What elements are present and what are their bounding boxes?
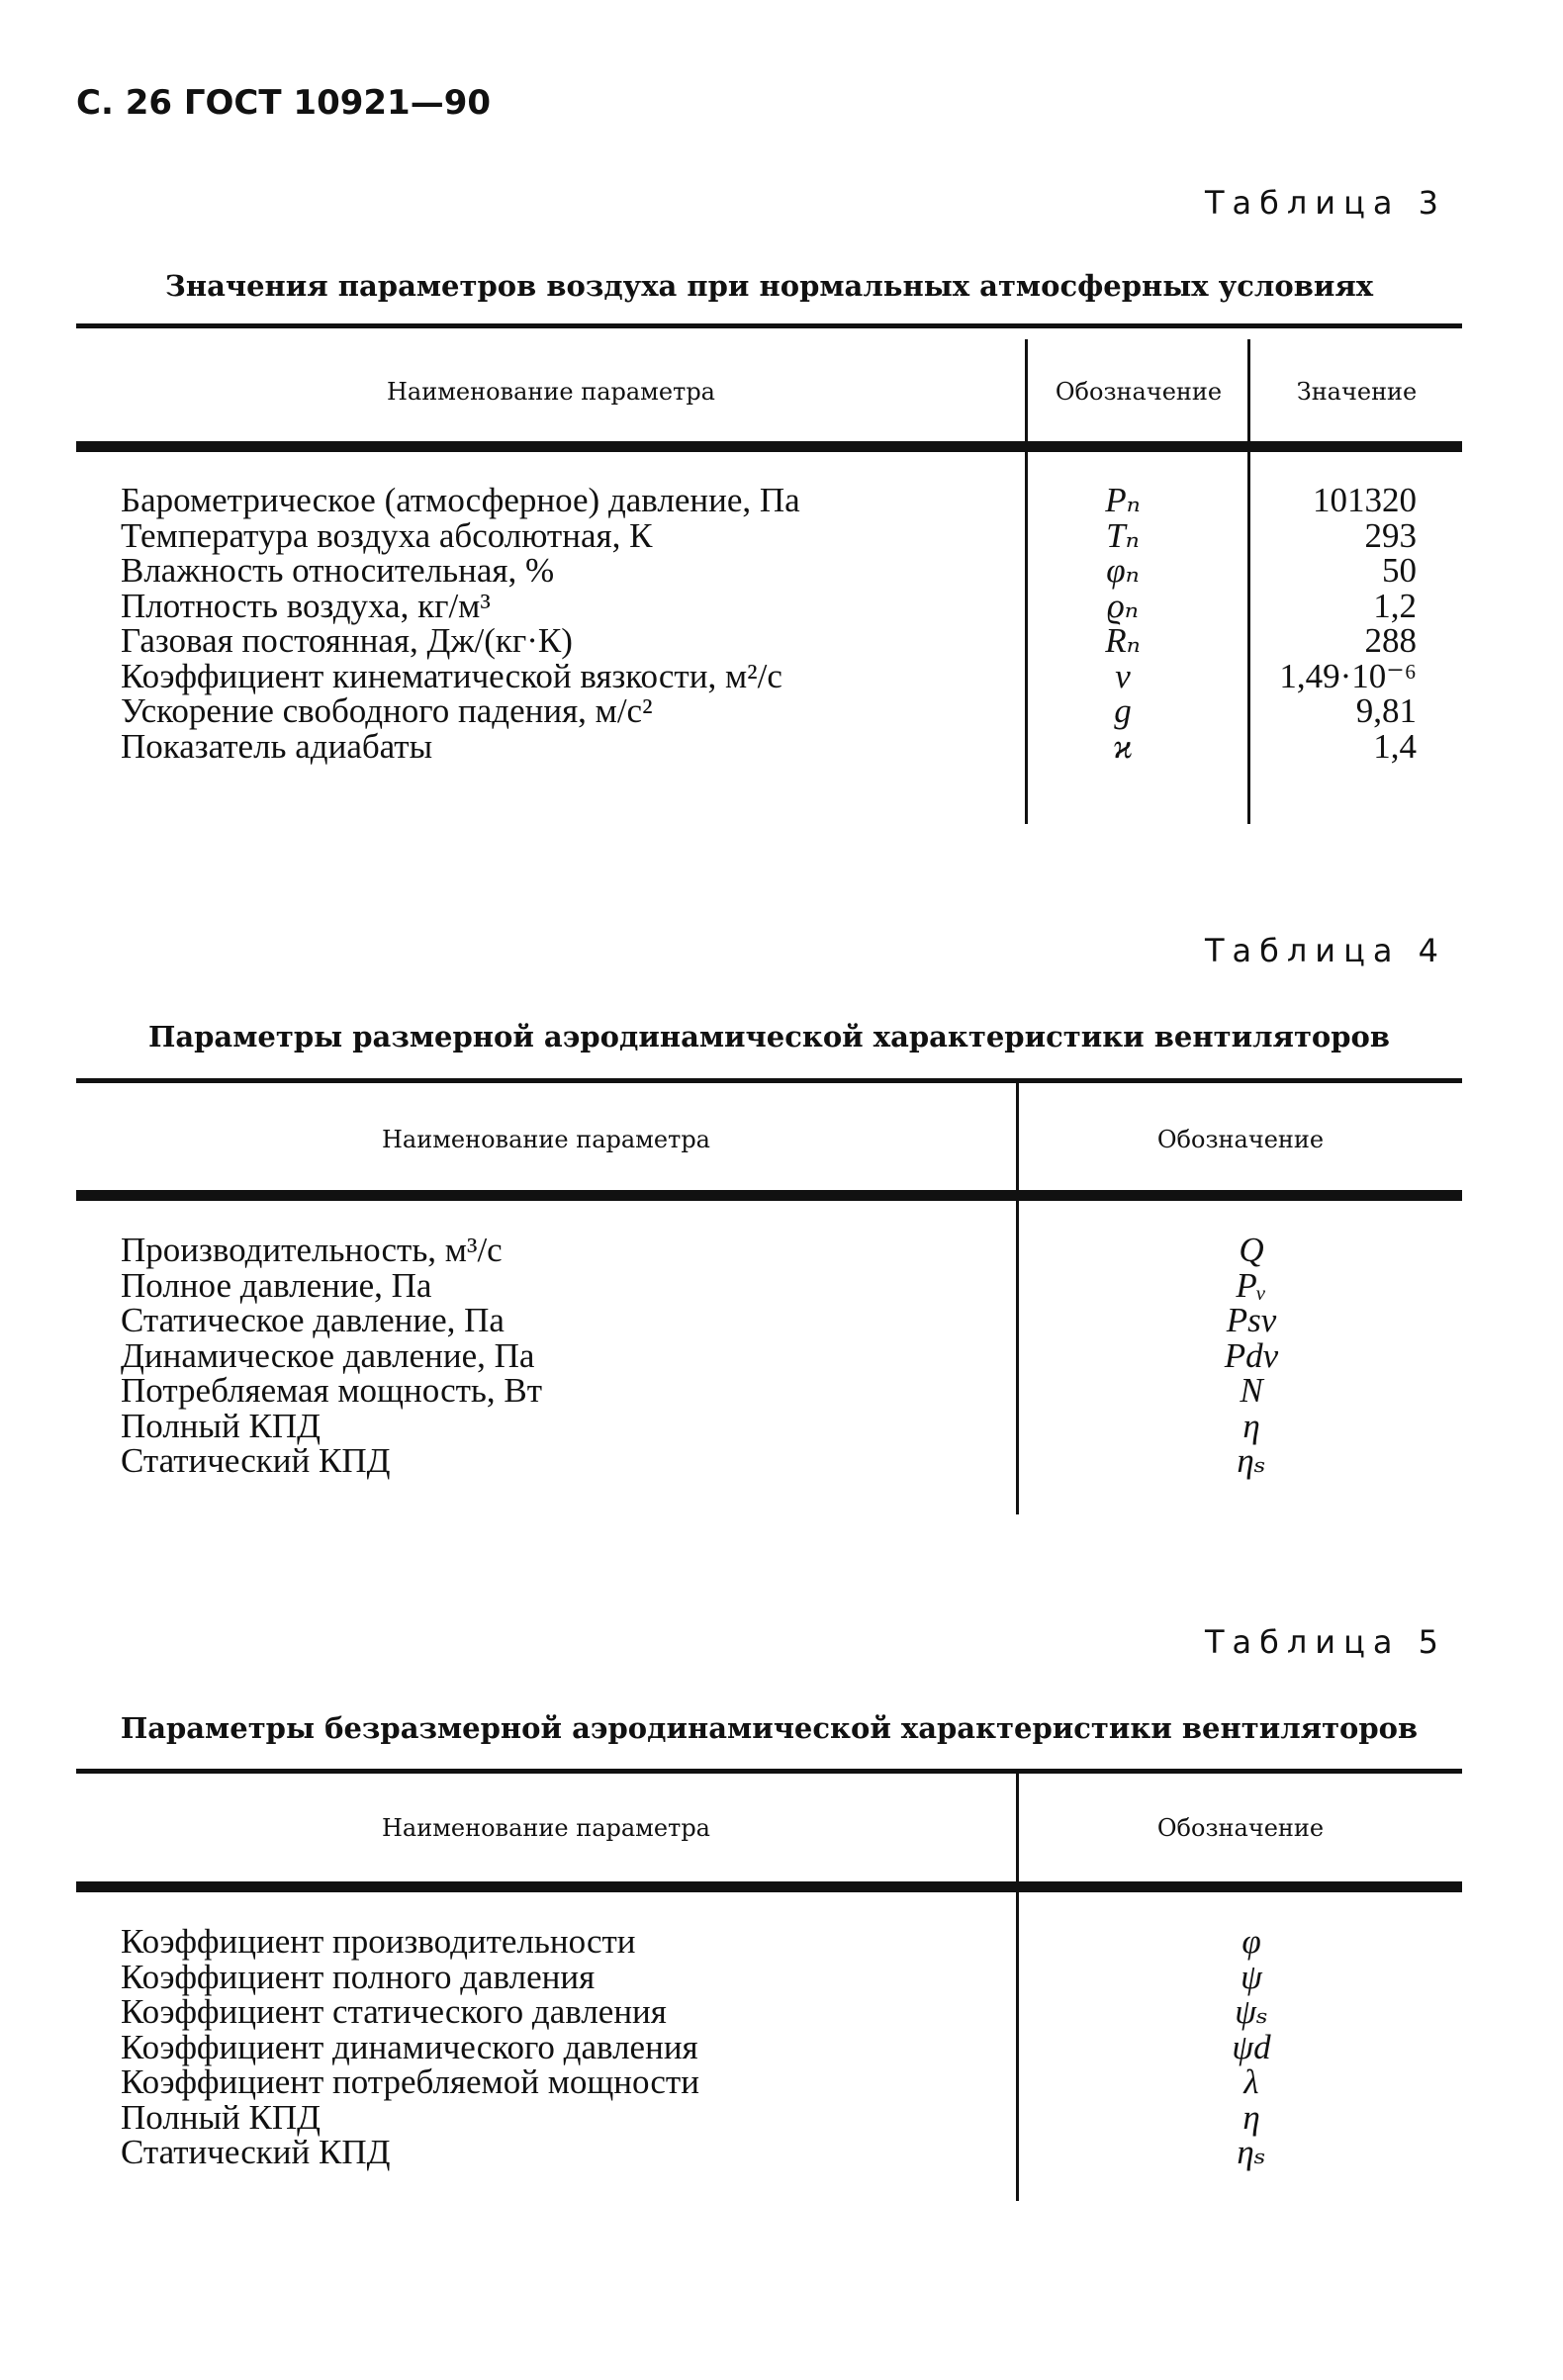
table4-divider: [1016, 1082, 1019, 1514]
row-value: 1,2: [1373, 586, 1417, 625]
row-name: Динамическое давление, Па: [121, 1335, 535, 1375]
row-symbol: N: [1240, 1371, 1263, 1410]
row-name: Коэффициент кинематической вязкости, м²/…: [121, 656, 782, 695]
row-name: Коэффициент полного давления: [121, 1957, 596, 1996]
row-symbol: ϰ: [1113, 726, 1133, 766]
table4-label: Таблица 4: [1204, 932, 1446, 969]
row-symbol: Rₙ: [1105, 621, 1141, 660]
table5-header-symbol: Обозначение: [1156, 1814, 1325, 1842]
row-symbol: φₙ: [1106, 551, 1140, 590]
row-name: Влажность относительная, %: [121, 551, 555, 590]
row-symbol: Pₙ: [1105, 481, 1141, 519]
row-name: Полное давление, Па: [121, 1265, 432, 1305]
row-name: Статический КПД: [121, 2133, 391, 2171]
table4-header-symbol: Обозначение: [1156, 1126, 1325, 1153]
row-name: Полный КПД: [121, 2097, 322, 2137]
row-symbol: ψd: [1232, 2027, 1271, 2066]
row-symbol: ηₛ: [1237, 2133, 1266, 2171]
row-name: Потребляемая мощность, Вт: [121, 1371, 543, 1410]
row-name: Коэффициент динамического давления: [121, 2027, 698, 2066]
row-name: Барометрическое (атмосферное) давление, …: [121, 481, 800, 519]
row-value: 1,49·10⁻⁶: [1279, 656, 1417, 695]
table3-header-rule: [76, 441, 1462, 447]
table3-header-name: Наименование параметра: [387, 378, 715, 406]
row-symbol: ν: [1115, 656, 1131, 695]
row-symbol: Pᵥ: [1236, 1265, 1267, 1305]
row-symbol: φ: [1241, 1922, 1261, 1961]
table5-divider: [1016, 1773, 1019, 2201]
row-name: Показатель адиабаты: [121, 726, 433, 766]
row-value: 288: [1364, 621, 1418, 660]
row-name: Статическое давление, Па: [121, 1301, 505, 1339]
table5-header-name: Наименование параметра: [382, 1814, 710, 1842]
row-symbol: Psv: [1226, 1301, 1277, 1339]
table4-title: Параметры размерной аэродинамической хар…: [147, 1020, 1391, 1053]
table3-title: Значения параметров воздуха при нормальн…: [164, 269, 1374, 303]
table3-header-symbol: Обозначение: [1055, 378, 1223, 406]
row-symbol: λ: [1243, 2062, 1259, 2101]
row-symbol: g: [1114, 691, 1132, 730]
row-symbol: η: [1242, 1406, 1260, 1445]
row-value: 101320: [1313, 481, 1417, 519]
table3-divider: [1247, 339, 1250, 824]
row-name: Полный КПД: [121, 1406, 322, 1445]
row-value: 1,4: [1373, 726, 1417, 766]
row-name: Газовая постоянная, Дж/(кг·К): [121, 621, 573, 660]
row-name: Коэффициент производительности: [121, 1922, 636, 1961]
table4-header-name: Наименование параметра: [382, 1126, 710, 1153]
row-name: Коэффициент статического давления: [121, 1992, 667, 2031]
row-symbol: ηₛ: [1237, 1441, 1266, 1480]
table3-divider: [1025, 339, 1028, 824]
page-header: С. 26 ГОСТ 10921—90: [76, 83, 492, 123]
table3-top-rule: [76, 323, 1462, 328]
table4-top-rule: [76, 1078, 1462, 1083]
row-symbol: η: [1242, 2097, 1260, 2137]
table5-header-rule: [76, 1881, 1462, 1887]
row-name: Производительность, м³/с: [121, 1231, 503, 1269]
row-value: 293: [1364, 515, 1418, 555]
row-symbol: Pdv: [1224, 1335, 1279, 1375]
row-value: 9,81: [1355, 691, 1417, 730]
table3-header-value: Значение: [1296, 378, 1418, 406]
row-symbol: Tₙ: [1106, 515, 1140, 555]
table5-top-rule: [76, 1769, 1462, 1774]
row-symbol: ϱₙ: [1107, 586, 1139, 625]
table5-title: Параметры безразмерной аэродинамической …: [120, 1711, 1419, 1745]
row-name: Температура воздуха абсолютная, К: [121, 515, 653, 555]
row-symbol: ψₛ: [1235, 1992, 1268, 2031]
row-name: Ускорение свободного падения, м/с²: [121, 691, 653, 730]
row-symbol: Q: [1239, 1231, 1264, 1269]
table5-label: Таблица 5: [1204, 1623, 1446, 1661]
row-name: Плотность воздуха, кг/м³: [121, 586, 491, 625]
row-name: Коэффициент потребляемой мощности: [121, 2062, 699, 2101]
row-value: 50: [1382, 551, 1417, 590]
table4-header-rule: [76, 1190, 1462, 1196]
row-symbol: ψ: [1241, 1957, 1262, 1996]
row-name: Статический КПД: [121, 1441, 391, 1480]
table3-label: Таблица 3: [1204, 184, 1446, 222]
